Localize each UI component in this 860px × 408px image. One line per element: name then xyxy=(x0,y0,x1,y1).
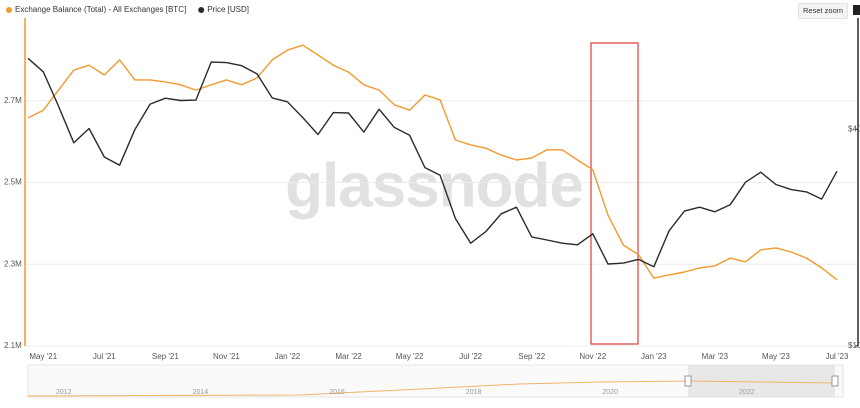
x-tick-label: Mar '23 xyxy=(702,352,729,361)
highlight-box xyxy=(590,42,639,345)
x-tick-label: May '21 xyxy=(29,352,57,361)
navigator-label: 2022 xyxy=(739,389,755,396)
x-tick-label: Jul '22 xyxy=(459,352,482,361)
navigator-label: 2018 xyxy=(466,389,482,396)
x-tick-label: Mar '22 xyxy=(335,352,362,361)
navigator-label: 2012 xyxy=(56,389,72,396)
legend-label: Price [USD] xyxy=(207,5,249,14)
series-line xyxy=(27,44,838,281)
y-tick-label: 2.1M xyxy=(4,341,22,350)
watermark: glassnode xyxy=(285,151,583,220)
menu-icon[interactable] xyxy=(853,5,860,15)
y-tick-label: 2.5M xyxy=(4,178,22,187)
y2-tick-label: $40 xyxy=(848,124,860,133)
x-tick-label: Jan '23 xyxy=(641,352,667,361)
navigator-label: 2014 xyxy=(193,389,209,396)
series-line xyxy=(27,57,838,268)
navigator-label: 2016 xyxy=(329,389,345,396)
legend-marker xyxy=(6,7,12,13)
x-tick-label: Nov '21 xyxy=(213,352,240,361)
x-tick-label: May '23 xyxy=(762,352,790,361)
navigator-line xyxy=(27,380,836,397)
x-tick-label: Sep '22 xyxy=(518,352,545,361)
x-tick-label: Nov '22 xyxy=(579,352,606,361)
x-tick-label: Jan '22 xyxy=(275,352,301,361)
reset-zoom-button[interactable]: Reset zoom xyxy=(798,3,848,19)
y2-tick-label: $10 xyxy=(848,341,860,350)
navigator: 2012 2014 2016 2018 2020 2022 xyxy=(27,364,844,398)
x-tick-label: Sep '21 xyxy=(152,352,179,361)
y-tick-label: 2.7M xyxy=(4,96,22,105)
navigator-handle[interactable] xyxy=(684,375,692,387)
y-tick-label: 2.3M xyxy=(4,259,22,268)
navigator-handle[interactable] xyxy=(831,375,839,387)
x-tick-label: May '22 xyxy=(396,352,424,361)
x-tick-label: Jul '23 xyxy=(826,352,849,361)
navigator-label: 2020 xyxy=(602,389,618,396)
legend-label: Exchange Balance (Total) - All Exchanges… xyxy=(15,5,186,14)
x-tick-label: Jul '21 xyxy=(93,352,116,361)
legend-marker xyxy=(198,7,205,13)
